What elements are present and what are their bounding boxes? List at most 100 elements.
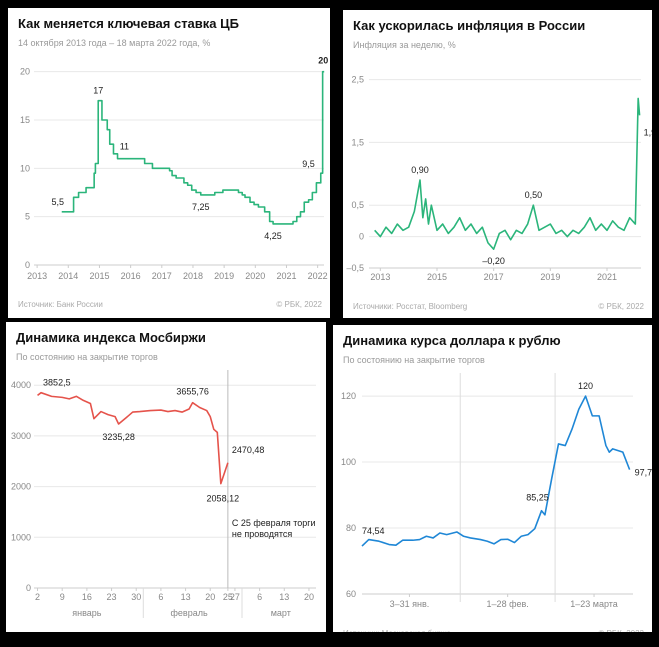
data-label: –0,20 [482,256,505,266]
note-text: не проводятся [232,529,292,539]
x-tick-label: 23 [107,592,117,602]
x-tick-label: 1–28 фев. [487,599,529,609]
y-tick-label: 2,5 [351,75,364,85]
x-tick-label: 1–23 марта [570,599,618,609]
x-tick-label: 13 [279,592,289,602]
x-tick-label: 9 [60,592,65,602]
month-label: январь [72,608,102,618]
chart-title: Как ускорилась инфляция в России [353,18,585,33]
data-label: 85,25 [526,493,549,503]
data-label: 20 [318,56,328,66]
x-tick-label: 2017 [484,272,504,282]
note-text: С 25 февраля торги [232,518,316,528]
y-tick-label: 60 [346,589,356,599]
x-tick-label: 6 [257,592,262,602]
x-tick-label: 2014 [58,271,78,281]
x-tick-label: 25 [223,592,233,602]
y-tick-label: 0 [359,232,364,242]
y-tick-label: 0 [25,260,30,270]
data-label: 11 [120,142,129,152]
x-tick-label: 2017 [152,271,172,281]
y-tick-label: 20 [20,67,30,77]
panel-background [6,322,326,632]
x-tick-label: 2013 [27,271,47,281]
data-label: 2470,48 [232,445,265,455]
x-tick-label: 2019 [540,272,560,282]
x-tick-label: 2 [35,592,40,602]
panel-background [8,8,330,318]
x-tick-label: 16 [82,592,92,602]
x-tick-label: 2015 [89,271,109,281]
data-line [361,395,631,547]
panel-background [333,325,652,632]
x-tick-label: 2022 [308,271,328,281]
x-tick-label: 2019 [214,271,234,281]
data-label: 3235,28 [102,432,135,442]
y-tick-label: –0,5 [346,263,364,273]
y-tick-label: 4000 [11,380,31,390]
chart-subtitle: 14 октября 2013 года – 18 марта 2022 год… [18,38,210,48]
x-tick-label: 2020 [245,271,265,281]
chart-panel: Динамика курса доллара к рублю По состоян… [333,325,653,638]
x-tick-label: 13 [181,592,191,602]
month-label: март [271,608,291,618]
data-line [61,70,325,225]
x-tick-label: 20 [205,592,215,602]
source: Источник: Московская биржа [343,629,452,638]
y-tick-label: 0 [26,583,31,593]
chart-panel: Как ускорилась инфляция в России Инфляция… [343,10,659,318]
data-label: 9,5 [302,159,315,169]
data-label: 3655,76 [176,387,209,397]
x-tick-label: 6 [158,592,163,602]
x-tick-label: 2013 [370,272,390,282]
chart-subtitle: По состоянию на закрытие торгов [343,355,485,365]
y-tick-label: 1,5 [351,137,364,147]
data-label: 17 [93,86,103,96]
credit: © РБК, 2022 [598,629,644,638]
data-label: 120 [578,381,593,391]
y-tick-label: 10 [20,163,30,173]
data-label: 3852,5 [43,378,71,388]
month-label: февраль [171,608,208,618]
credit: © РБК, 2022 [598,302,644,311]
source: Источник: Банк России [18,300,103,309]
data-line [37,391,229,485]
x-tick-label: 2015 [427,272,447,282]
data-label: 1,93 [644,127,659,137]
x-tick-label: 2021 [276,271,296,281]
data-label: 7,25 [192,202,210,212]
x-tick-label: 3–31 янв. [390,599,430,609]
y-tick-label: 100 [341,457,356,467]
x-tick-label: 30 [131,592,141,602]
x-tick-label: 2016 [121,271,141,281]
data-label: 0,90 [411,165,429,175]
data-label: 0,50 [525,190,543,200]
y-tick-label: 1000 [11,532,31,542]
x-tick-label: 2021 [597,272,617,282]
source: Источники: Росстат, Bloomberg [353,302,467,311]
chart-title: Динамика индекса Мосбиржи [16,330,206,345]
credit: © РБК, 2022 [276,300,322,309]
y-tick-label: 2000 [11,482,31,492]
data-label: 2058,12 [207,494,240,504]
panel-background [343,10,652,318]
y-tick-label: 5 [25,212,30,222]
chart-subtitle: По состоянию на закрытие торгов [16,352,158,362]
data-label: 5,5 [51,197,64,207]
chart-subtitle: Инфляция за неделю, % [353,40,456,50]
y-tick-label: 15 [20,115,30,125]
chart-panel: Как меняется ключевая ставка ЦБ 14 октябр… [8,8,330,318]
y-tick-label: 120 [341,391,356,401]
data-line [374,97,641,250]
x-tick-label: 20 [304,592,314,602]
y-tick-label: 3000 [11,431,31,441]
data-label: 74,54 [362,526,385,536]
chart-title: Как меняется ключевая ставка ЦБ [18,16,239,31]
y-tick-label: 80 [346,523,356,533]
y-tick-label: 0,5 [351,200,364,210]
chart-title: Динамика курса доллара к рублю [343,333,561,348]
data-label: 97,7 [635,468,653,478]
data-label: 4,25 [264,231,282,241]
chart-panel: Динамика индекса Мосбиржи По состоянию на… [6,322,326,632]
